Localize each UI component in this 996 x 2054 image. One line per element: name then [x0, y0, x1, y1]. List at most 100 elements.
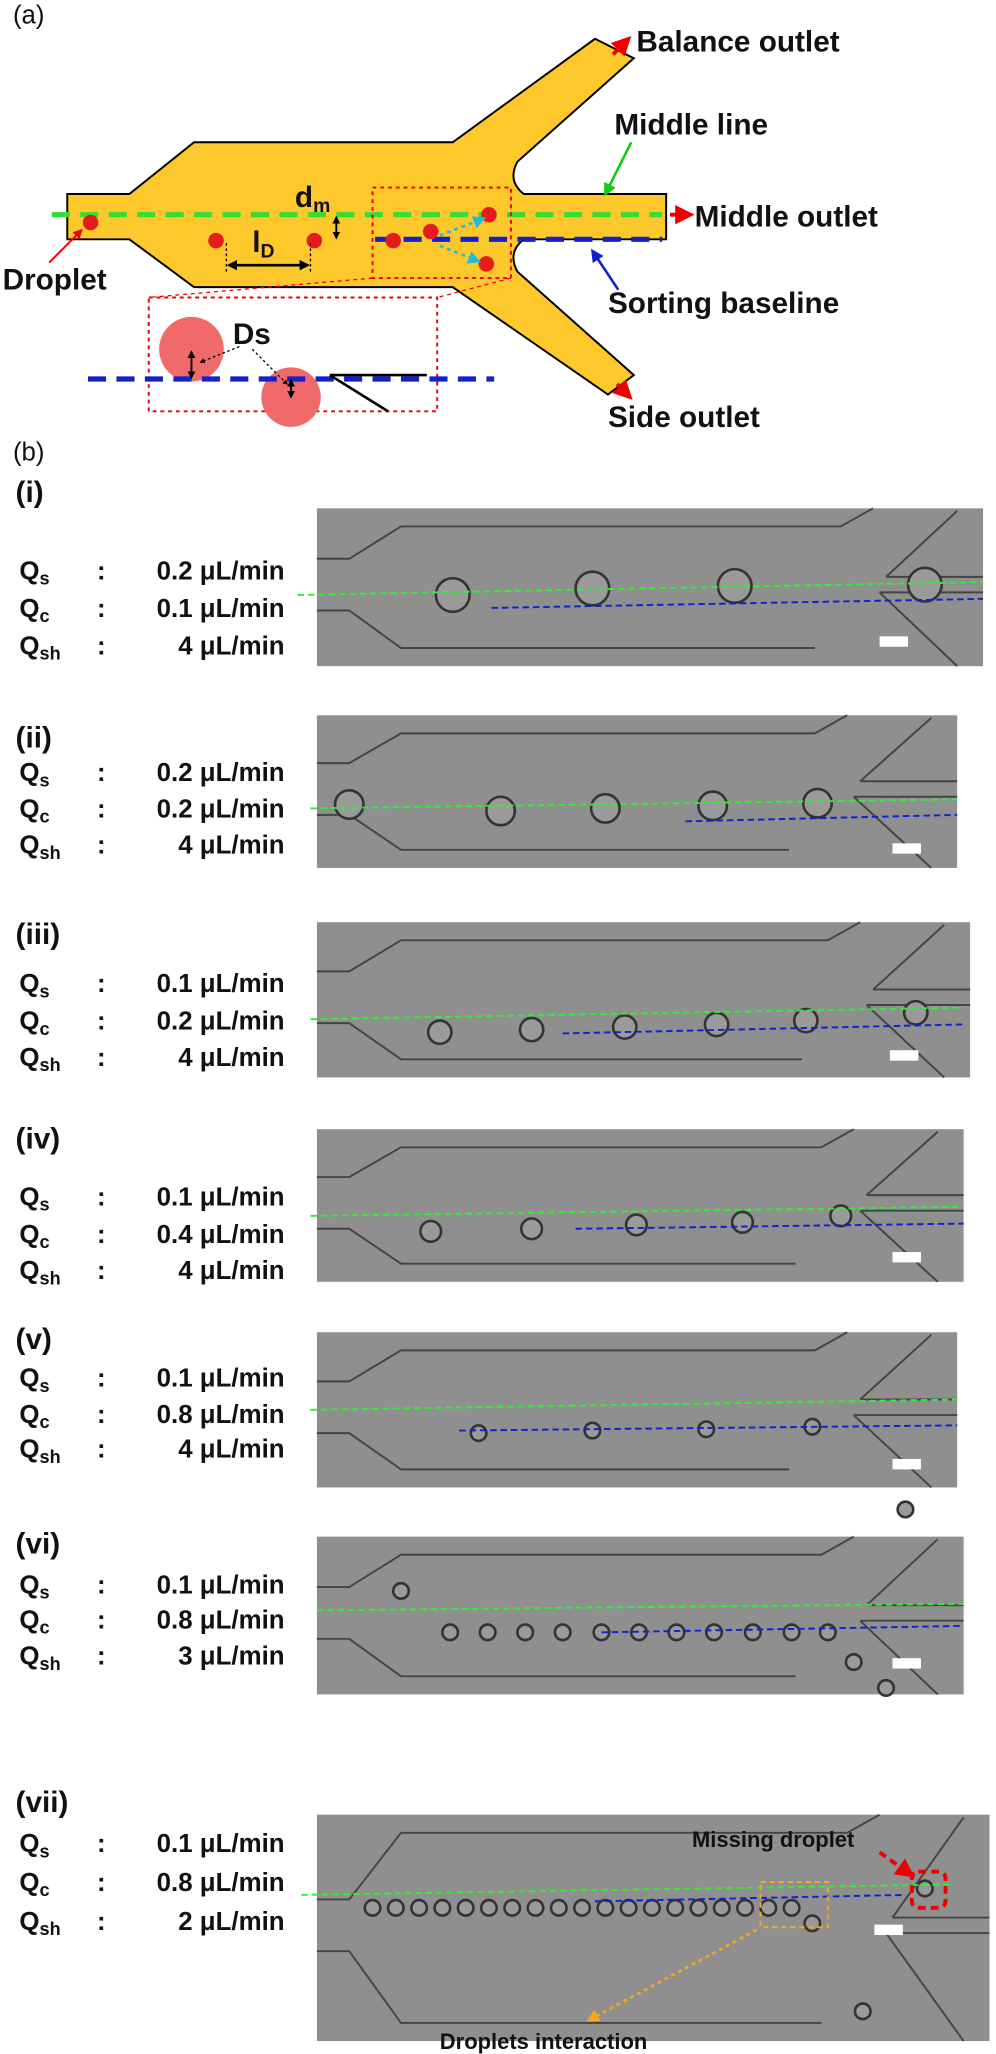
- droplet: [478, 1623, 497, 1642]
- flow-value: 0.2 μL/min: [157, 557, 285, 585]
- flow-value: 0.1 μL/min: [157, 595, 285, 623]
- subscript: sh: [40, 644, 61, 664]
- separator: :: [97, 1008, 106, 1036]
- droplet: [596, 1898, 615, 1917]
- outlet-arrow: [612, 379, 633, 400]
- droplet: [697, 790, 729, 822]
- sub-panel: (vi) Qs: 0.1 μL/min Qc: 0.8 μL/min Qsh: 3 μL/m…: [16, 1527, 964, 1698]
- separator: :: [97, 832, 106, 860]
- ld-label: lD: [252, 226, 274, 262]
- droplet: [666, 1898, 685, 1917]
- scale-bar: [874, 1924, 903, 1936]
- droplet: [611, 1014, 638, 1040]
- scale-bar: [889, 1050, 919, 1061]
- subscript: c: [40, 1232, 50, 1252]
- subscript: sh: [40, 1268, 61, 1288]
- symbol: Q: [19, 1221, 39, 1249]
- subscript: D: [261, 240, 275, 262]
- channel-wall: [316, 1331, 958, 1489]
- subscript: sh: [40, 1654, 61, 1674]
- flow-symbol: Qsh: [19, 1643, 60, 1674]
- droplet: [456, 1898, 475, 1917]
- channel-wall: [316, 1813, 990, 2042]
- droplet: [624, 1213, 649, 1237]
- micrograph: [316, 715, 958, 868]
- ds-pointer: [199, 346, 240, 364]
- flow-symbol: Qs: [19, 1365, 49, 1396]
- zoom-wall: [329, 374, 389, 413]
- droplet: [386, 1898, 405, 1917]
- outlet-label: Balance outlet: [636, 26, 839, 59]
- sub-panel: (vii) Qs: 0.1 μL/min Qc: 0.8 μL/min Qsh: 2 μL/…: [16, 1786, 990, 2042]
- subscript: s: [40, 770, 50, 790]
- flow-value: 0.2 μL/min: [157, 759, 285, 787]
- separator: :: [97, 1257, 106, 1285]
- channel-wall: [316, 1535, 964, 1696]
- sub-panel-label: (v): [16, 1323, 52, 1356]
- droplet: [697, 1420, 716, 1439]
- droplet-label: Droplet: [3, 264, 107, 297]
- droplet: [792, 1007, 819, 1034]
- droplet: [735, 1898, 755, 1917]
- flow-symbol: Qc: [19, 1606, 49, 1637]
- subscript: sh: [40, 1919, 61, 1939]
- panel-label: (a): [13, 1, 45, 29]
- flow-symbol: Qc: [19, 1221, 49, 1252]
- separator: :: [97, 1221, 106, 1249]
- symbol: Q: [19, 1908, 39, 1936]
- separator: :: [97, 1436, 106, 1464]
- flow-value: 0.1 μL/min: [157, 1365, 285, 1393]
- droplet: [844, 1653, 863, 1672]
- droplet: [516, 1623, 535, 1642]
- droplet: [730, 1210, 755, 1234]
- label-arrow: [590, 248, 620, 291]
- separator: :: [97, 1183, 106, 1211]
- ds-label: Ds: [233, 318, 271, 351]
- flow-value: 0.8 μL/min: [157, 1401, 285, 1429]
- flow-symbol: Qsh: [19, 632, 60, 663]
- symbol: Q: [19, 1401, 39, 1429]
- subscript: c: [40, 606, 50, 626]
- symbol: Q: [19, 595, 39, 623]
- flow-value: 0.1 μL/min: [157, 1572, 285, 1600]
- droplet: [743, 1623, 762, 1642]
- middle-line: [310, 1205, 964, 1217]
- droplet: [419, 1219, 443, 1244]
- droplet: [782, 1898, 801, 1917]
- micrograph: [316, 1129, 964, 1282]
- sub-panel: (i) Qs: 0.2 μL/min Qc: 0.1 μL/min Qsh: 4 μL/mi…: [16, 476, 984, 667]
- subscript: c: [40, 1412, 50, 1432]
- separator: :: [97, 1044, 106, 1072]
- sub-panel-label: (iii): [16, 918, 61, 951]
- symbol: Q: [19, 557, 39, 585]
- symbol: Q: [19, 1436, 39, 1464]
- path-arrow: [439, 244, 482, 264]
- droplet: [876, 1678, 896, 1698]
- flow-value: 0.8 μL/min: [157, 1869, 285, 1897]
- symbol: Q: [19, 759, 39, 787]
- flow-symbol: Qs: [19, 557, 49, 588]
- separator: :: [97, 1606, 106, 1634]
- subscript: m: [313, 195, 330, 217]
- flow-value: 4 μL/min: [178, 1257, 284, 1285]
- droplet: [689, 1898, 708, 1917]
- droplet: [712, 1898, 731, 1917]
- droplet: [526, 1898, 545, 1917]
- flow-symbol: Qc: [19, 1401, 49, 1432]
- micrograph: [316, 922, 971, 1078]
- flow-symbol: Qs: [19, 1572, 49, 1603]
- sub-panel: (iii) Qs: 0.1 μL/min Qc: 0.2 μL/min Qsh: 4 μL/…: [16, 918, 971, 1079]
- symbol: Q: [19, 1572, 39, 1600]
- flow-symbol: Qsh: [19, 1257, 60, 1288]
- micrograph: [316, 508, 984, 667]
- middle-line: [310, 798, 958, 810]
- sorting-baseline: [685, 813, 958, 823]
- droplet: [619, 1898, 638, 1917]
- droplet: [896, 1500, 915, 1519]
- sorting-baseline: [575, 1222, 964, 1230]
- panel-b: (i) Qs: 0.2 μL/min Qc: 0.1 μL/min Qsh: 4 μL/mi…: [16, 476, 990, 2054]
- droplet: [433, 1898, 452, 1917]
- droplet: [818, 1623, 837, 1642]
- scale-bar: [892, 1252, 921, 1263]
